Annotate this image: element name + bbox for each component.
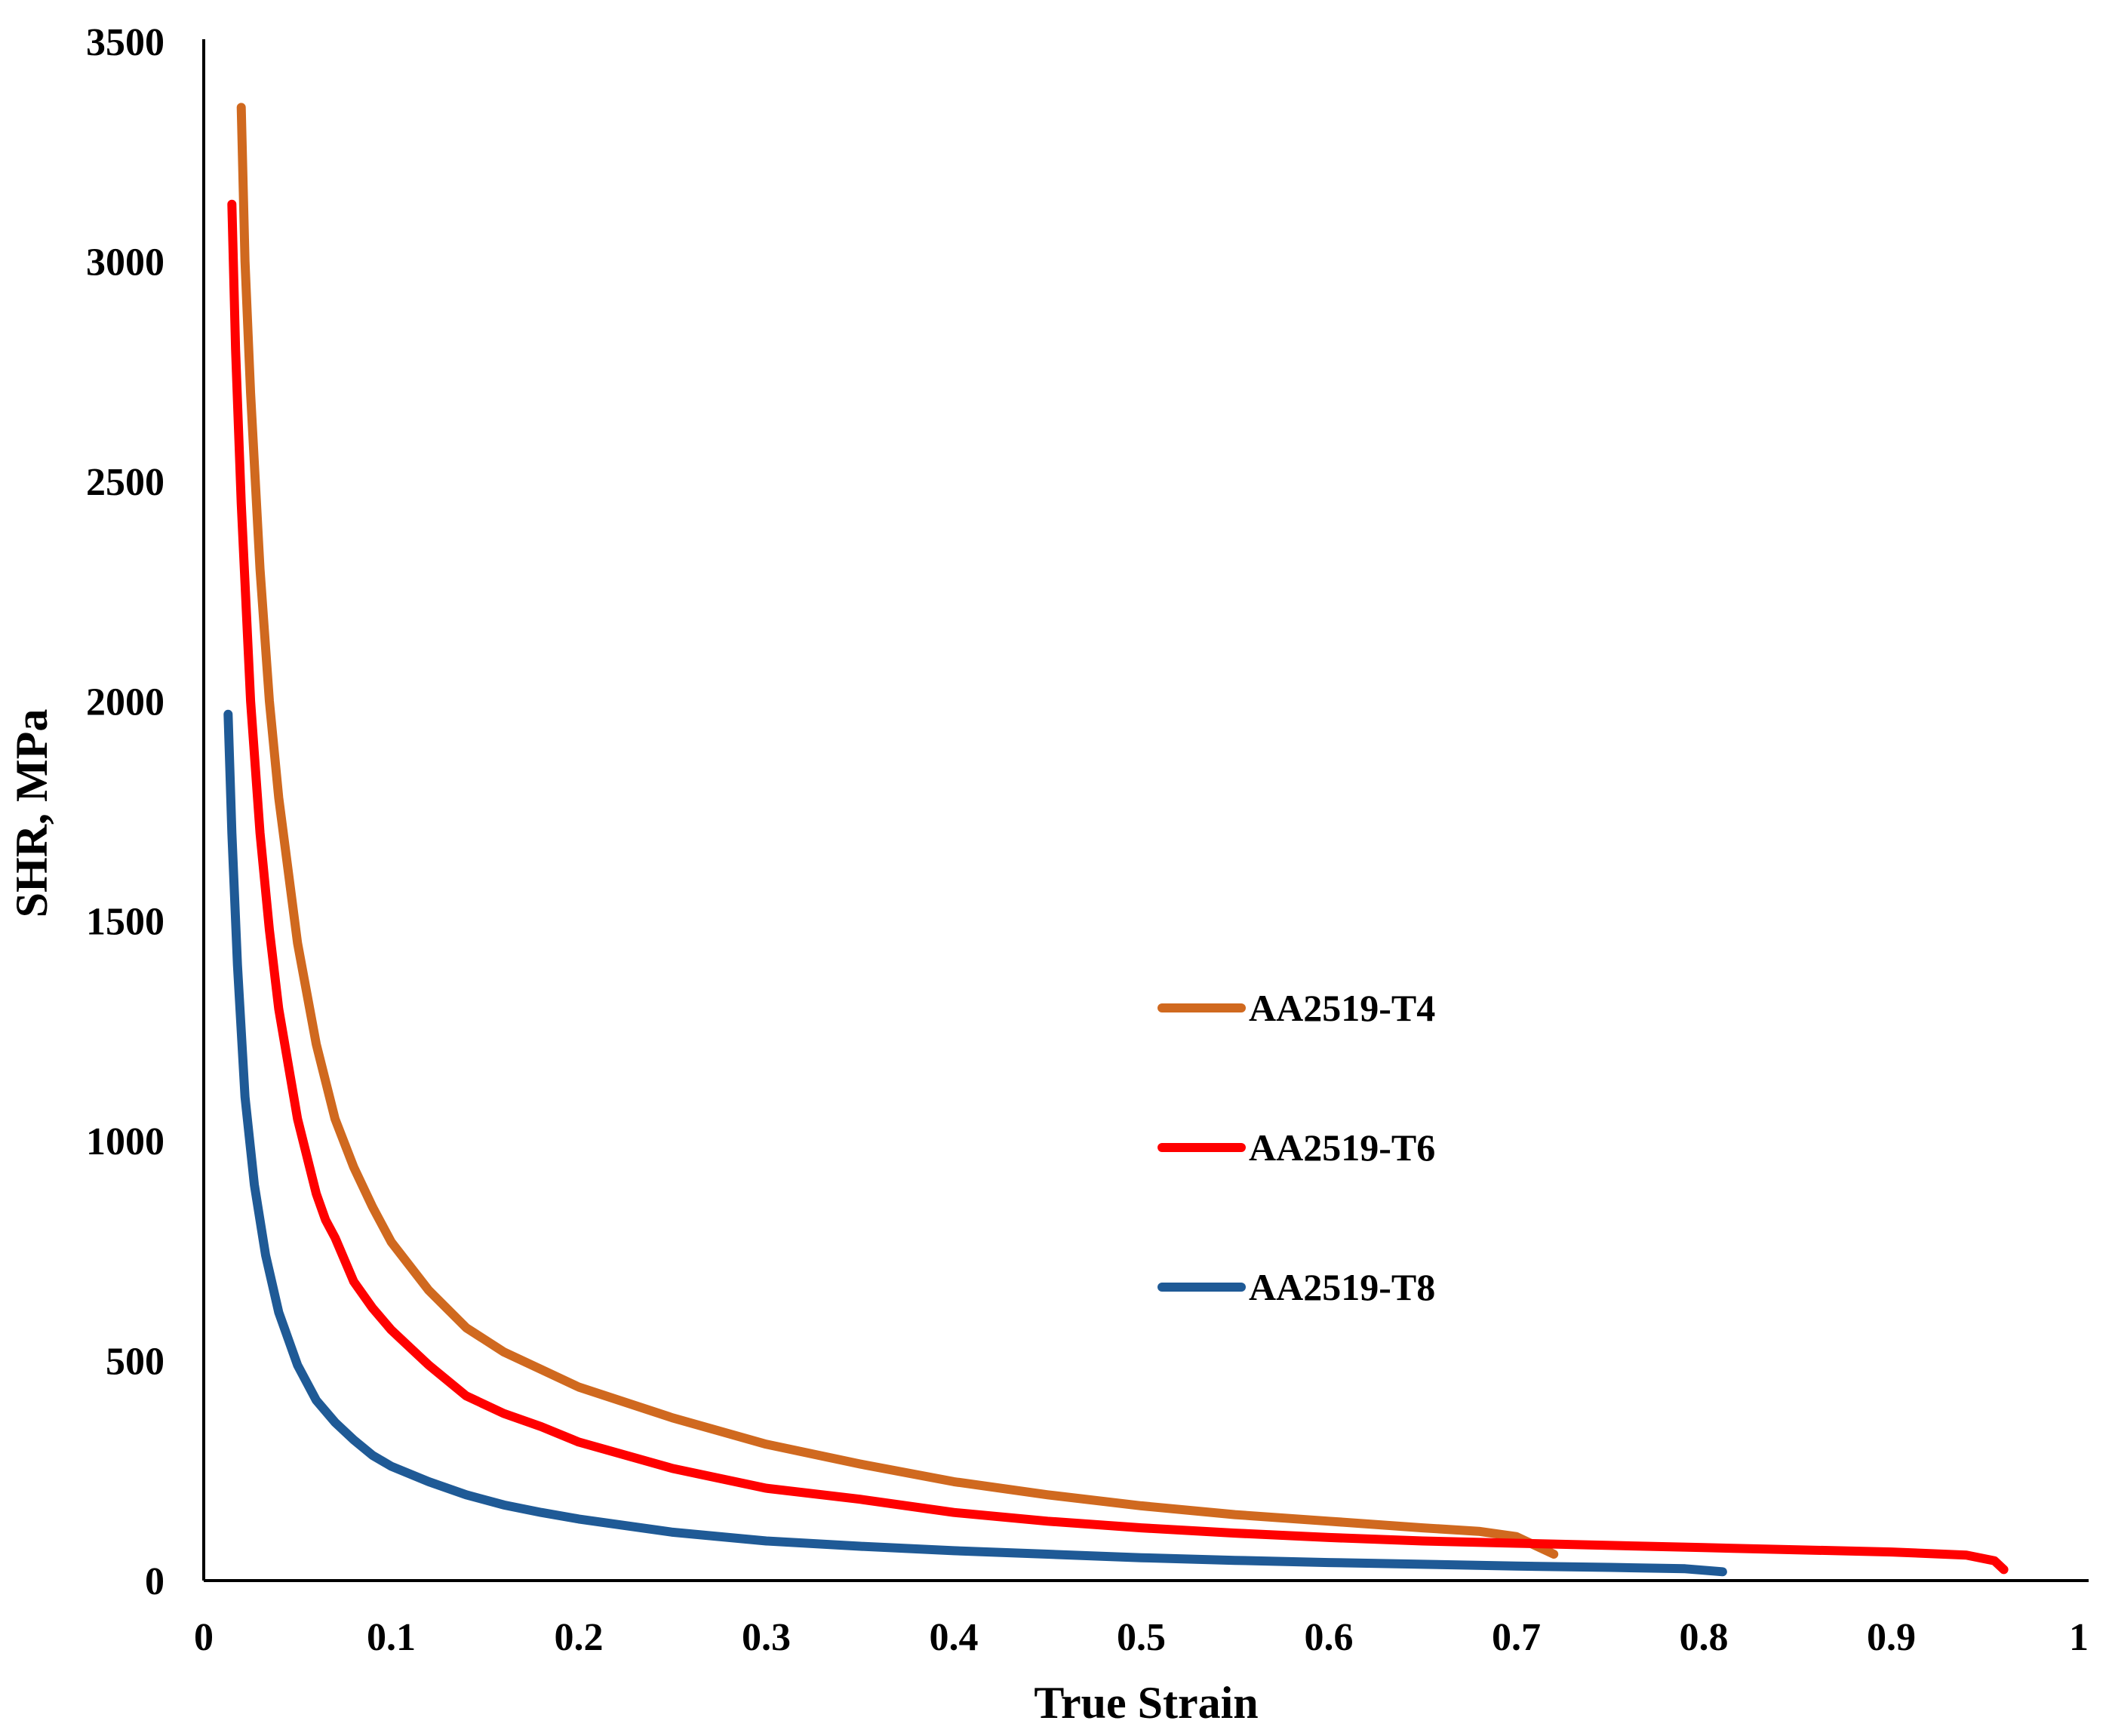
y-axis-title: SHR, MPa — [7, 709, 57, 918]
y-tick-label: 1000 — [86, 1120, 164, 1163]
x-tick-label: 0 — [194, 1616, 214, 1659]
x-tick-label: 0.4 — [930, 1616, 979, 1659]
y-tick-label: 500 — [106, 1341, 164, 1384]
series-line-aa2519-t8 — [223, 709, 1727, 1577]
y-tick-labels: 0 500 1000 1500 2000 2500 3000 3500 — [86, 21, 164, 1603]
x-tick-label: 0.8 — [1680, 1616, 1729, 1659]
x-tick-label: 0.2 — [555, 1616, 604, 1659]
x-tick-label: 0.7 — [1492, 1616, 1541, 1659]
x-tick-label: 0.5 — [1117, 1616, 1166, 1659]
x-axis-title: True Strain — [1034, 1678, 1258, 1728]
x-tick-labels: 0 0.1 0.2 0.3 0.4 0.5 0.6 0.7 0.8 0.9 1 — [194, 1616, 2089, 1659]
y-tick-label: 3000 — [86, 241, 164, 284]
legend-label: AA2519-T4 — [1249, 987, 1435, 1029]
legend: AA2519-T4 AA2519-T6 AA2519-T8 — [1157, 987, 1435, 1308]
y-tick-label: 1500 — [86, 901, 164, 944]
x-tick-label: 0.1 — [367, 1616, 416, 1659]
x-tick-label: 0.6 — [1305, 1616, 1354, 1659]
legend-label: AA2519-T8 — [1249, 1266, 1435, 1308]
x-tick-label: 0.9 — [1867, 1616, 1916, 1659]
y-tick-label: 2000 — [86, 681, 164, 724]
series-line-aa2519-t6 — [227, 199, 2009, 1575]
plot-area: 0 0.1 0.2 0.3 0.4 0.5 0.6 0.7 0.8 0.9 1 0 500 1000 15… — [86, 21, 2089, 1659]
legend-label: AA2519-T6 — [1249, 1126, 1435, 1169]
x-tick-label: 0.3 — [742, 1616, 791, 1659]
y-tick-label: 3500 — [86, 21, 164, 64]
series-lines — [223, 103, 2009, 1577]
y-tick-label: 2500 — [86, 461, 164, 504]
series-line-aa2519-t4 — [236, 103, 1559, 1559]
x-tick-label: 1 — [2069, 1616, 2089, 1659]
y-tick-label: 0 — [145, 1560, 164, 1603]
